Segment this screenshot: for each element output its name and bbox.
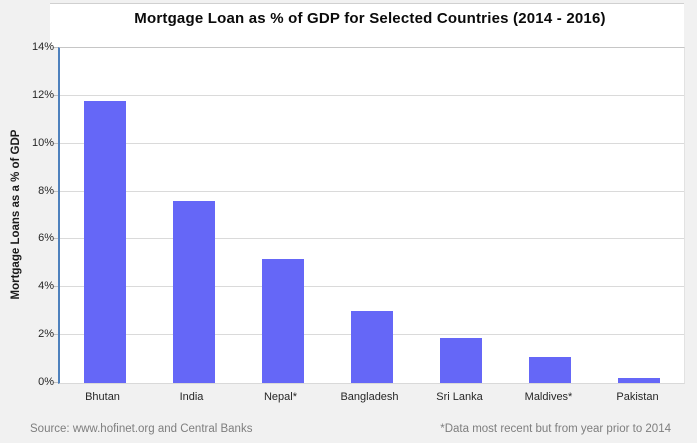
y-tick-mark [53, 286, 58, 287]
category-label-pakistan: Pakistan [616, 391, 659, 403]
gridline-12pct [60, 94, 684, 96]
category-label-india: India [179, 391, 204, 403]
bar-india [173, 201, 215, 383]
y-tick-label: 0% [38, 376, 54, 388]
category-label-srilanka: Sri Lanka [436, 391, 483, 403]
gridline-10pct [60, 142, 684, 144]
bar-srilanka [440, 337, 482, 383]
y-tick-mark [53, 191, 58, 192]
source-note: Source: www.hofinet.org and Central Bank… [30, 423, 253, 435]
y-tick-label: 8% [38, 185, 54, 197]
bar-bhutan [84, 100, 126, 383]
y-tick-label: 10% [31, 137, 54, 149]
y-tick-label: 14% [31, 41, 54, 53]
plot-area [58, 47, 685, 384]
category-label-nepal: Nepal* [263, 391, 298, 403]
y-tick-label: 4% [38, 280, 54, 292]
category-label-bangladesh: Bangladesh [340, 391, 399, 403]
category-label-bhutan: Bhutan [85, 391, 120, 403]
gridline-8pct [60, 190, 684, 192]
chart-title-band [50, 3, 684, 47]
bar-nepal [262, 258, 304, 383]
y-tick-mark [53, 334, 58, 335]
y-tick-mark [53, 143, 58, 144]
bar-bangladesh [351, 311, 393, 383]
gridline-4pct [60, 286, 684, 288]
y-tick-mark [53, 47, 58, 48]
bar-pakistan [618, 378, 660, 383]
y-tick-mark [53, 238, 58, 239]
category-label-maldives: Maldives* [524, 391, 573, 403]
y-tick-mark [53, 95, 58, 96]
y-tick-mark [53, 382, 58, 383]
y-tick-label: 12% [31, 89, 54, 101]
y-tick-label: 6% [38, 232, 54, 244]
footnote: *Data most recent but from year prior to… [440, 423, 671, 435]
y-tick-label: 2% [38, 328, 54, 340]
chart-title: Mortgage Loan as % of GDP for Selected C… [134, 10, 606, 27]
bar-maldives [529, 356, 571, 383]
gridline-6pct [60, 238, 684, 240]
